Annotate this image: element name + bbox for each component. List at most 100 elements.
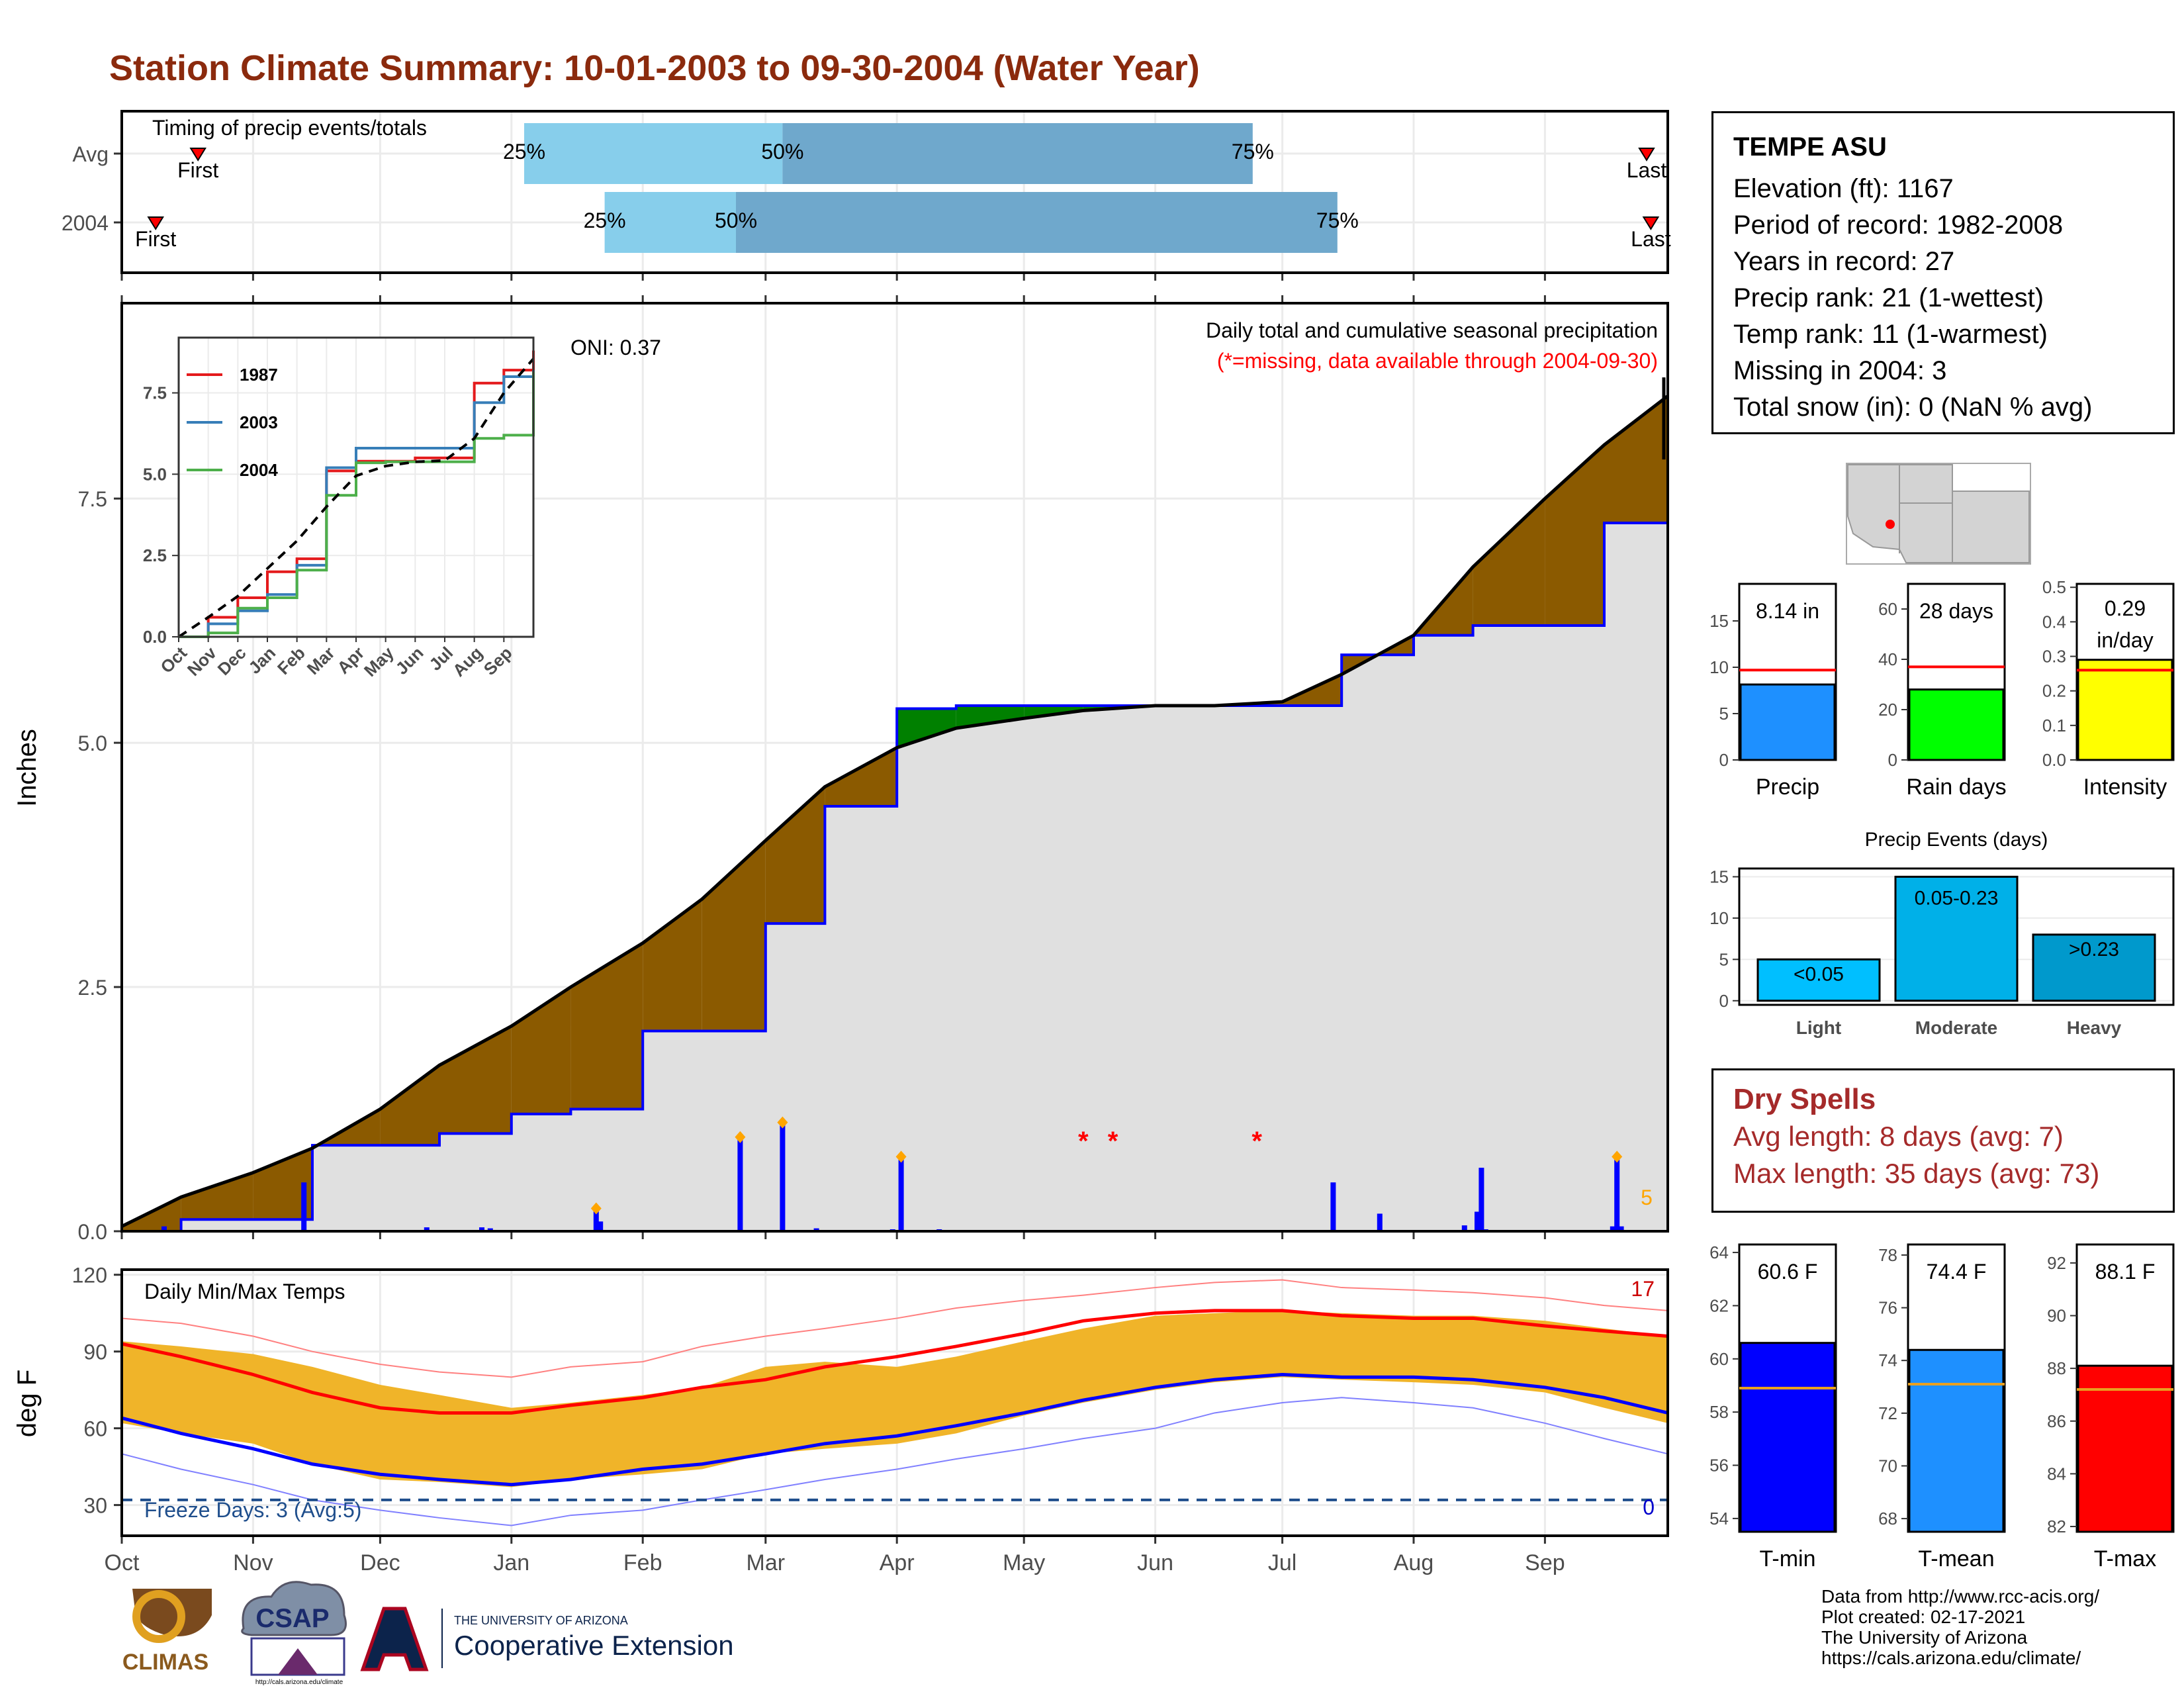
timing-pct-label: 75% xyxy=(1232,140,1274,164)
heavy-event-marker xyxy=(895,1150,907,1163)
station-elevation: Elevation (ft): 1167 xyxy=(1733,174,1954,203)
avg-max-line xyxy=(121,1309,1668,1415)
timing-frame xyxy=(120,110,1669,274)
ua-logo-mark xyxy=(360,1607,429,1671)
timing-title: Timing of precip events/totals xyxy=(152,116,427,140)
last-event-label: Last xyxy=(1631,227,1671,251)
stat-bar xyxy=(2077,659,2173,761)
first-event-label: First xyxy=(135,227,176,251)
csap-logo-text: CSAP xyxy=(255,1604,329,1633)
stat-value-label: 0.29 xyxy=(2105,596,2146,620)
precip-y-tick-label: 0.0 xyxy=(78,1220,107,1244)
first-event-marker xyxy=(147,216,164,230)
stat-y-tick-label: 0.3 xyxy=(2042,647,2066,667)
daily-precip-bar xyxy=(1618,1226,1624,1231)
event-bar-label: <0.05 xyxy=(1794,963,1844,985)
temp-title: Daily Min/Max Temps xyxy=(144,1280,345,1303)
timing-pct-label: 50% xyxy=(761,140,803,164)
legend-label: 1987 xyxy=(240,365,278,385)
station-precip-rank: Precip rank: 21 (1-wettest) xyxy=(1733,283,2044,312)
station-years: Years in record: 27 xyxy=(1733,247,1955,276)
stat-value-label: 28 days xyxy=(1919,599,1993,623)
dry-spells-box: Dry Spells Avg length: 8 days (avg: 7) M… xyxy=(1711,1068,2175,1213)
stat-y-tick-label: 62 xyxy=(1709,1295,1729,1315)
temp-y-axis-label: deg F xyxy=(13,1370,42,1437)
stat-y-tick-label: 76 xyxy=(1878,1298,1897,1318)
missing-data-marker: * xyxy=(1108,1127,1118,1156)
tmax-panel: 88.1 F 82 84 86 88 90 92 T-max xyxy=(2047,1243,2175,1571)
event-category-label: Heavy xyxy=(2067,1017,2122,1038)
temp-x-tick-label: Feb xyxy=(623,1550,662,1575)
event-bar xyxy=(1756,958,1881,1002)
heavy-event-marker xyxy=(590,1202,602,1215)
stat-category-label: T-max xyxy=(2094,1546,2156,1571)
deficit-area xyxy=(765,786,825,924)
stat-y-tick-label: 0.5 xyxy=(2042,577,2066,597)
event-bar xyxy=(2032,933,2156,1002)
stat-y-tick-label: 40 xyxy=(1878,649,1897,669)
cumulative-2004-line xyxy=(122,435,1669,1233)
precip-cumulative-fill xyxy=(122,435,1668,1231)
temp-x-tick-label: Jan xyxy=(493,1550,529,1575)
stat-y-tick-label: 68 xyxy=(1878,1509,1897,1528)
stat-bar xyxy=(1908,688,2005,761)
record-min-line xyxy=(121,1397,1668,1526)
credit-line: The University of Arizona xyxy=(1821,1627,2028,1648)
daily-precip-bar xyxy=(780,1123,786,1231)
stat-y-tick-label: 0.1 xyxy=(2042,716,2066,735)
precip-y-tick-label: 5.0 xyxy=(78,731,107,755)
climas-logo-text: CLIMAS xyxy=(122,1650,208,1675)
deficit-area xyxy=(1473,498,1545,626)
inset-frame xyxy=(177,336,535,638)
deficit-area xyxy=(643,899,702,1031)
stat-y-tick-label: 90 xyxy=(2047,1306,2066,1326)
station-name: TEMPE ASU xyxy=(1733,132,1887,162)
timing-pct-label: 75% xyxy=(1316,209,1359,232)
daily-precip-bar xyxy=(479,1227,484,1231)
precip-y-tick-label: 2.5 xyxy=(78,976,107,1000)
dry-spells-max: Max length: 35 days (avg: 73) xyxy=(1733,1158,2100,1189)
stat-value-label-unit: in/day xyxy=(2097,628,2153,652)
daily-precip-bar xyxy=(1614,1158,1620,1231)
precip-total-panel: 8.14 in 0 5 10 15 Precip xyxy=(1709,583,1837,800)
deficit-area xyxy=(570,943,643,1109)
last-event-marker xyxy=(1638,148,1655,162)
stat-y-tick-label: 20 xyxy=(1878,700,1897,720)
tmin-panel: 60.6 F 54 56 58 60 62 64 T-min xyxy=(1709,1243,1837,1571)
daily-precip-bar xyxy=(424,1227,430,1231)
stat-y-tick-label: 0 xyxy=(1888,750,1897,770)
heavy-event-marker xyxy=(777,1116,788,1129)
temp-x-tick-label: Mar xyxy=(747,1550,786,1575)
temp-y-tick-label: 120 xyxy=(72,1264,107,1288)
stat-value-label: 8.14 in xyxy=(1756,599,1819,623)
missing-data-marker: * xyxy=(1078,1127,1089,1156)
stat-y-tick-label: 72 xyxy=(1878,1403,1897,1423)
events-y-tick-label: 15 xyxy=(1709,867,1729,886)
climas-logo-shape xyxy=(132,1589,212,1636)
stat-y-tick-label: 54 xyxy=(1709,1509,1729,1528)
heavy-event-marker xyxy=(735,1131,746,1143)
event-category-label: Moderate xyxy=(1915,1017,1997,1038)
temp-x-tick-label: Jun xyxy=(1137,1550,1173,1575)
daily-precip-bar xyxy=(1475,1211,1480,1231)
inset-y-tick-label: 2.5 xyxy=(143,545,167,565)
temp-x-tick-label: Dec xyxy=(360,1550,400,1575)
inset-series-line xyxy=(179,371,535,638)
state-shapes xyxy=(1847,464,2030,563)
legend-label: 2003 xyxy=(240,412,278,432)
deficit-area xyxy=(253,1148,312,1220)
temp-x-tick-label: May xyxy=(1003,1550,1045,1575)
record-high-count: 17 xyxy=(1631,1277,1655,1301)
stat-value-label: 74.4 F xyxy=(1927,1260,1987,1284)
stat-y-tick-label: 60 xyxy=(1709,1349,1729,1369)
station-temp-rank: Temp rank: 11 (1-warmest) xyxy=(1733,320,2048,349)
temp-x-tick-label: Aug xyxy=(1394,1550,1434,1575)
deficit-area xyxy=(1545,444,1604,626)
daily-precip-bar xyxy=(301,1182,307,1231)
inset-avg-line xyxy=(177,357,535,638)
stat-y-tick-label: 58 xyxy=(1709,1402,1729,1422)
station-location-dot xyxy=(1886,520,1895,529)
temp-x-tick-label: Apr xyxy=(880,1550,915,1575)
deficit-area xyxy=(181,1172,253,1220)
